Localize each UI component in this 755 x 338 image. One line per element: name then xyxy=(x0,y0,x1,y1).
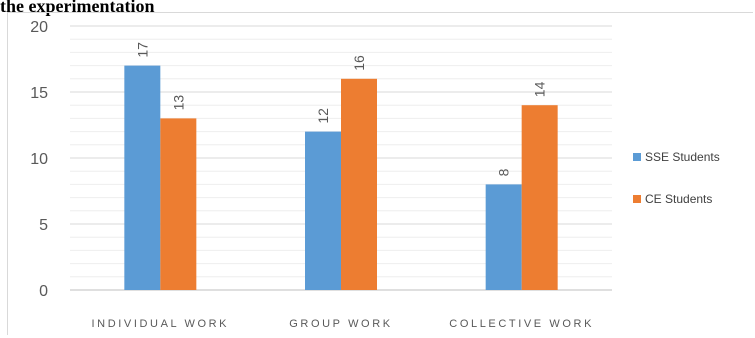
bar xyxy=(160,118,197,291)
x-category-label: GROUP WORK xyxy=(289,318,392,330)
legend-label: CE Students xyxy=(645,192,712,206)
data-label: 8 xyxy=(496,168,512,176)
x-category-label: INDIVIDUAL WORK xyxy=(92,318,230,330)
legend-swatch xyxy=(633,153,641,161)
y-tick-label: 0 xyxy=(39,283,48,300)
bar xyxy=(341,78,377,290)
y-axis-ticks: 0 5 10 15 20 xyxy=(30,19,48,300)
data-label: 12 xyxy=(315,108,331,124)
data-label: 14 xyxy=(532,81,548,97)
bar xyxy=(485,184,522,290)
legend-label: SSE Students xyxy=(645,150,720,164)
y-tick-label: 10 xyxy=(30,151,48,168)
x-category-label: COLLECTIVE WORK xyxy=(449,318,594,330)
legend: SSE Students CE Students xyxy=(633,150,720,206)
chart-frame xyxy=(7,12,753,335)
bars xyxy=(124,65,558,291)
y-tick-label: 20 xyxy=(30,19,48,36)
data-labels: 17 13 12 16 8 14 xyxy=(134,42,547,177)
data-label: 17 xyxy=(134,42,150,58)
y-tick-label: 15 xyxy=(30,85,48,102)
y-tick-label: 5 xyxy=(39,217,48,234)
legend-swatch xyxy=(633,195,641,203)
bar xyxy=(124,65,161,290)
data-label: 13 xyxy=(170,95,186,111)
x-axis-categories: INDIVIDUAL WORK GROUP WORK COLLECTIVE WORK xyxy=(92,318,594,330)
bar xyxy=(305,131,341,290)
bar xyxy=(521,105,558,290)
data-label: 16 xyxy=(351,55,367,71)
